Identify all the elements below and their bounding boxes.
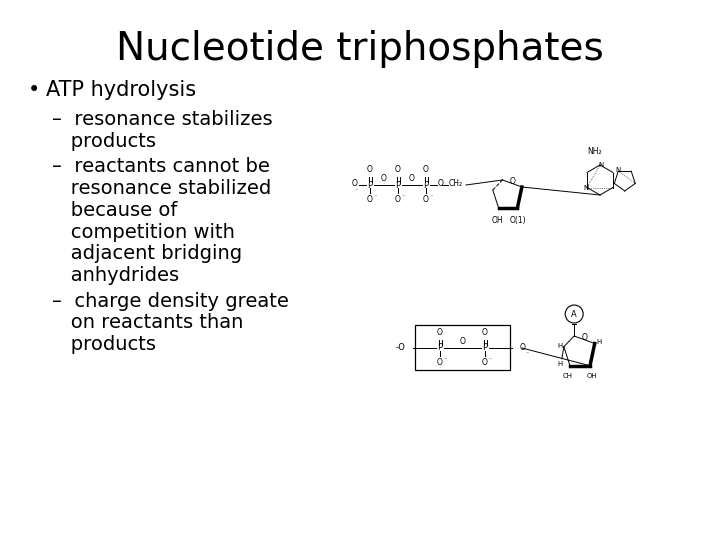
Text: O: O	[367, 195, 373, 204]
Text: P: P	[438, 343, 443, 353]
Text: A: A	[571, 309, 577, 319]
Text: OH: OH	[492, 216, 503, 225]
Text: –  charge density greate: – charge density greate	[52, 292, 289, 310]
Text: CH: CH	[563, 373, 573, 379]
Text: ATP hydrolysis: ATP hydrolysis	[46, 80, 196, 100]
Text: O: O	[482, 328, 488, 337]
Text: ⁻: ⁻	[374, 195, 377, 200]
Text: P: P	[395, 180, 400, 190]
Text: competition with: competition with	[52, 222, 235, 241]
Text: N: N	[583, 185, 589, 191]
Text: O: O	[423, 195, 429, 204]
Text: on reactants than: on reactants than	[52, 313, 243, 332]
Text: P: P	[367, 180, 372, 190]
Text: P: P	[423, 180, 428, 190]
Text: CH₂: CH₂	[449, 179, 463, 188]
Bar	[415, 325, 510, 370]
Text: Nucleotide triphosphates: Nucleotide triphosphates	[116, 30, 604, 68]
Text: adjacent bridging: adjacent bridging	[52, 244, 242, 263]
Text: O: O	[423, 165, 429, 174]
Text: ⁻: ⁻	[402, 195, 405, 200]
Text: NH₂: NH₂	[588, 147, 603, 156]
Text: •: •	[28, 80, 40, 100]
Text: N: N	[616, 167, 621, 173]
Text: products: products	[52, 335, 156, 354]
Text: because of: because of	[52, 201, 177, 220]
Text: O: O	[482, 358, 488, 367]
Text: –  resonance stabilizes: – resonance stabilizes	[52, 110, 273, 129]
Text: H: H	[596, 340, 601, 346]
Text: O: O	[520, 343, 526, 353]
Text: O: O	[437, 358, 443, 367]
Text: O: O	[367, 165, 373, 174]
Text: ⁻: ⁻	[355, 189, 358, 194]
Text: O: O	[381, 174, 387, 183]
Text: O: O	[352, 179, 358, 188]
Text: O: O	[509, 177, 515, 186]
Text: O: O	[582, 333, 588, 342]
Text: O: O	[409, 174, 415, 183]
Text: O: O	[437, 328, 443, 337]
Text: –  reactants cannot be: – reactants cannot be	[52, 157, 270, 177]
Text: P: P	[482, 343, 487, 353]
Text: O: O	[459, 337, 465, 346]
Text: ⁻: ⁻	[526, 352, 529, 357]
Text: O(1): O(1)	[510, 216, 527, 225]
Text: O: O	[395, 165, 401, 174]
Text: H: H	[557, 343, 562, 349]
Text: N: N	[598, 162, 603, 168]
Text: anhydrides: anhydrides	[52, 266, 179, 285]
Text: ⁻: ⁻	[489, 358, 492, 363]
Text: ⁻: ⁻	[430, 195, 433, 200]
Text: OH: OH	[587, 373, 598, 379]
Text: products: products	[52, 132, 156, 151]
Text: resonance stabilized: resonance stabilized	[52, 179, 271, 198]
Text: O: O	[438, 179, 444, 188]
Text: O: O	[395, 195, 401, 204]
Text: ⁻: ⁻	[444, 358, 447, 363]
Text: H: H	[557, 361, 562, 367]
Text: -O: -O	[395, 343, 405, 353]
